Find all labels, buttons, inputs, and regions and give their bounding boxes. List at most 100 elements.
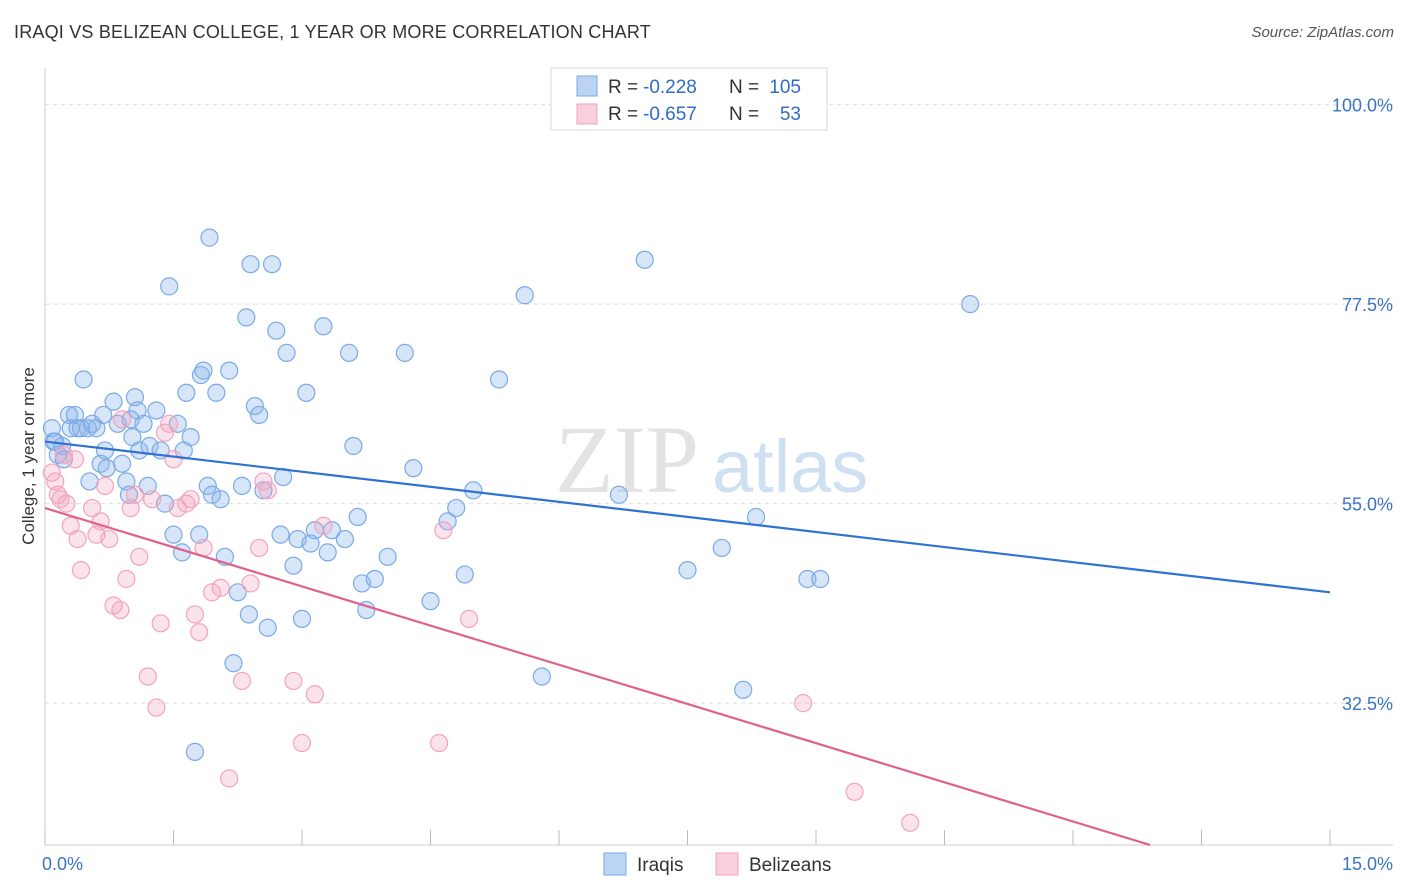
iraqis-point-73 — [318, 543, 337, 562]
belizeans-point-42 — [284, 671, 303, 691]
iraqis-point-87 — [447, 498, 466, 518]
legend-r-value-2: -0.657 — [643, 104, 697, 125]
iraqis-point-60 — [258, 618, 277, 637]
legend-n-value-1: 105 — [769, 77, 801, 98]
iraqis-point-38 — [177, 383, 196, 402]
belizeans-point-35 — [211, 578, 230, 597]
iraqis-point-16 — [95, 441, 115, 460]
iraqis-point-76 — [340, 343, 359, 362]
belizeans-point-36 — [220, 769, 239, 788]
iraqis-point-24 — [125, 388, 145, 407]
iraqis-points — [42, 228, 980, 761]
iraqis-point-85 — [421, 592, 440, 611]
trend-lines — [44, 440, 1331, 847]
belizeans-point-31 — [185, 605, 205, 624]
iraqis-point-30 — [147, 401, 166, 420]
iraqis-point-90 — [489, 370, 509, 389]
iraqis-point-93 — [609, 485, 629, 504]
belizeans-point-28 — [168, 498, 187, 518]
iraqis-point-45 — [200, 228, 219, 247]
iraqis-point-84 — [404, 459, 423, 478]
iraqis-point-7 — [65, 405, 85, 425]
belizeans-point-1 — [46, 472, 65, 491]
belizeans-point-52 — [112, 410, 132, 429]
belizeans-point-9 — [71, 561, 91, 580]
y-tick-label-0: 100.0% — [1332, 96, 1393, 116]
iraqis-point-47 — [207, 383, 226, 402]
series-legend: Iraqis Belizeans — [603, 852, 831, 876]
iraqis-point-78 — [348, 507, 367, 527]
iraqis-point-5 — [59, 405, 79, 425]
iraqis-point-52 — [228, 583, 247, 602]
iraqis-point-63 — [271, 525, 290, 544]
iraqis-point-58 — [250, 405, 269, 425]
iraqis-point-99 — [798, 569, 817, 589]
x-tick-label-max: 15.0% — [1342, 854, 1393, 874]
belizeans-point-37 — [232, 671, 252, 691]
iraqis-point-86 — [438, 512, 457, 531]
iraqis-point-44 — [198, 476, 217, 495]
belizeans-point-38 — [241, 574, 260, 593]
iraqis-point-57 — [245, 396, 264, 416]
iraqis-point-51 — [224, 654, 243, 673]
iraqis-point-91 — [515, 286, 534, 305]
iraqis-point-55 — [239, 605, 258, 624]
belizeans-point-43 — [292, 733, 312, 753]
legend-n-label-2: N = — [729, 104, 759, 125]
iraqis-point-75 — [335, 529, 354, 549]
y-tick-label-2: 55.0% — [1342, 495, 1393, 515]
belizeans-point-17 — [117, 569, 136, 589]
iraqis-point-69 — [297, 383, 316, 402]
axes — [44, 68, 1393, 846]
iraqis-point-50 — [220, 361, 239, 380]
iraqis-point-98 — [746, 507, 766, 527]
iraqis-point-26 — [130, 441, 149, 460]
belizeans-point-27 — [164, 450, 183, 469]
chart-title: IRAQI VS BELIZEAN COLLEGE, 1 YEAR OR MOR… — [14, 22, 651, 42]
iraqis-point-77 — [344, 436, 363, 456]
iraqis-point-96 — [712, 538, 731, 558]
belizeans-point-50 — [845, 782, 864, 801]
iraqis-point-101 — [961, 295, 980, 314]
belizeans-point-21 — [138, 667, 157, 686]
iraqis-point-39 — [181, 428, 200, 447]
watermark-atlas: atlas — [712, 425, 868, 508]
belizeans-point-22 — [142, 490, 162, 509]
y-tick-labels: 100.0% 77.5% 55.0% 32.5% — [1332, 96, 1393, 715]
iraqis-point-17 — [97, 459, 116, 478]
legend-n-value-2: 53 — [780, 104, 801, 125]
bottom-legend-iraqis: Iraqis — [637, 855, 683, 876]
belizeans-point-10 — [83, 498, 102, 518]
iraqis-point-9 — [74, 370, 93, 389]
belizeans-point-4 — [54, 445, 73, 464]
legend-swatch-belizeans — [576, 103, 598, 125]
belizeans-point-41 — [258, 481, 277, 500]
belizeans-point-8 — [68, 529, 87, 549]
bottom-legend-belizeans: Belizeans — [749, 855, 831, 876]
belizeans-point-48 — [459, 609, 479, 628]
watermark: ZIP atlas — [555, 406, 868, 513]
belizeans-point-13 — [95, 476, 115, 495]
legend-n-label-1: N = — [729, 77, 759, 98]
iraqis-point-61 — [262, 255, 282, 274]
iraqis-point-74 — [322, 521, 342, 540]
belizeans-point-20 — [130, 547, 149, 566]
iraqis-point-43 — [194, 361, 213, 380]
belizeans-point-25 — [155, 423, 175, 442]
belizeans-point-47 — [434, 521, 453, 540]
iraqis-point-48 — [211, 490, 230, 509]
bottom-swatch-belizeans — [715, 852, 739, 876]
iraqis-point-11 — [80, 472, 99, 491]
belizeans-point-30 — [181, 490, 200, 509]
iraqis-point-56 — [241, 255, 260, 274]
iraqis-point-88 — [455, 565, 474, 584]
belizeans-point-39 — [250, 538, 269, 558]
belizeans-point-46 — [429, 733, 449, 753]
belizeans-trend-line — [44, 506, 1151, 847]
legend-r-label-1: R = — [608, 77, 638, 98]
x-tick-label-min: 0.0% — [42, 854, 83, 874]
belizeans-point-7 — [65, 450, 85, 469]
iraqis-point-66 — [284, 556, 303, 575]
belizeans-point-44 — [305, 685, 324, 704]
